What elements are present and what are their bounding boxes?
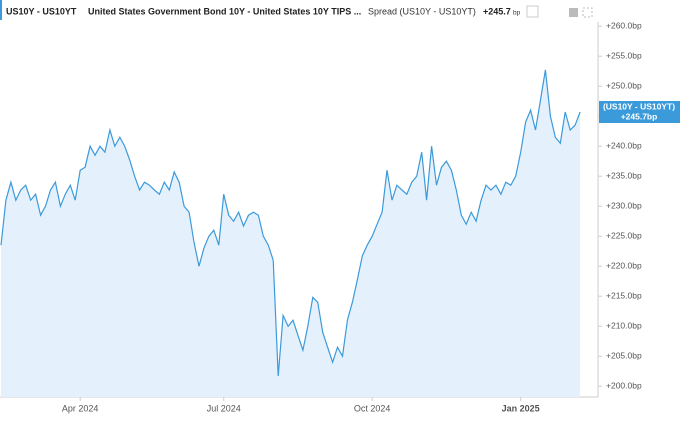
y-tick-label: +250.0bp [606,80,642,90]
badge-value: +245.7bp [621,111,658,121]
series-marker [0,0,2,20]
chart-title: United States Government Bond 10Y - Unit… [88,6,361,16]
y-tick-label: +260.0bp [606,20,642,30]
x-tick-label: Jul 2024 [207,403,241,413]
chart-subtitle: Spread (US10Y - US10YT) [368,6,476,16]
y-tick-label: +220.0bp [606,260,642,270]
y-tick-label: +255.0bp [606,50,642,60]
area [1,70,581,397]
badge-name: (US10Y - US10YT) [603,101,675,111]
last-value-badge [599,101,680,123]
up-icon[interactable] [569,8,578,17]
x-tick-label: Apr 2024 [62,403,99,413]
y-tick-label: +205.0bp [606,350,642,360]
y-tick-label: +215.0bp [606,290,642,300]
y-tick-label: +235.0bp [606,170,642,180]
y-tick-label: +200.0bp [606,380,642,390]
y-tick-label: +210.0bp [606,320,642,330]
x-tick-label: Jan 2025 [502,403,540,413]
y-tick-label: +225.0bp [606,230,642,240]
header-value: +245.7 [483,6,511,16]
fullscreen-icon[interactable] [582,7,593,18]
series-label: US10Y - US10YT [6,6,77,16]
header-unit: bp [513,10,521,17]
close-icon[interactable] [526,5,539,18]
x-tick-label: Oct 2024 [354,403,391,413]
y-tick-label: +230.0bp [606,200,642,210]
line [0,69,581,377]
y-tick-label: +240.0bp [606,140,642,150]
